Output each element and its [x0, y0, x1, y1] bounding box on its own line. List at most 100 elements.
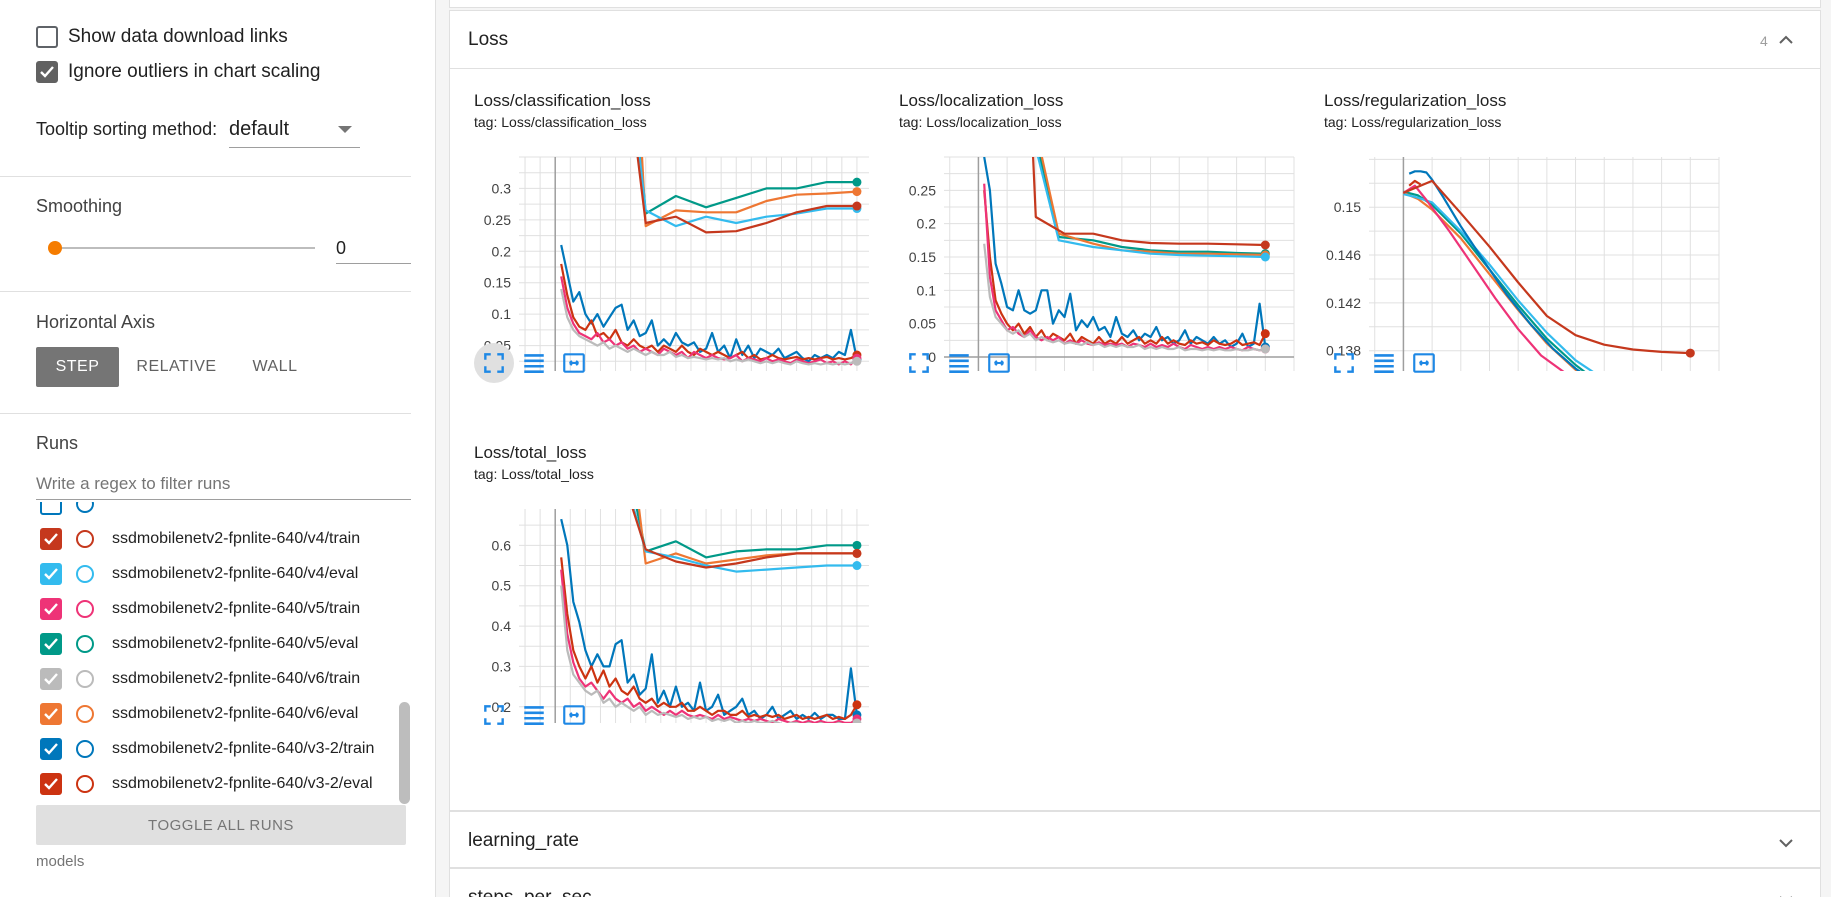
- series-line[interactable]: [619, 473, 857, 569]
- series-end-point[interactable]: [1260, 240, 1270, 250]
- learning-rate-card-title[interactable]: learning_rate: [468, 830, 579, 851]
- series-line[interactable]: [1022, 121, 1266, 259]
- series-end-point[interactable]: [852, 561, 862, 571]
- fullscreen-button[interactable]: [899, 343, 939, 383]
- series-end-point[interactable]: [852, 177, 862, 187]
- fullscreen-button[interactable]: [1324, 343, 1364, 383]
- run-color-circle[interactable]: [76, 502, 94, 513]
- run-color-circle[interactable]: [76, 600, 94, 618]
- run-checkbox[interactable]: [40, 703, 62, 725]
- series-end-point[interactable]: [852, 718, 862, 723]
- series-line[interactable]: [560, 288, 858, 366]
- series-end-point[interactable]: [1260, 344, 1270, 354]
- steps-per-sec-card[interactable]: steps_per_sec: [449, 868, 1821, 897]
- run-checkbox[interactable]: [40, 528, 62, 550]
- log-scale-button[interactable]: [939, 343, 979, 383]
- run-row[interactable]: ssdmobilenetv2-fpnlite-640/v5/eval: [40, 629, 358, 659]
- steps-per-sec-card-title[interactable]: steps_per_sec: [468, 887, 592, 897]
- learning-rate-card[interactable]: learning_rate: [449, 811, 1821, 868]
- smoothing-slider-thumb[interactable]: [48, 241, 62, 255]
- series-line[interactable]: [619, 121, 857, 234]
- run-row[interactable]: ssdmobilenetv2-fpnlite-640/v6/train: [40, 664, 360, 694]
- fit-domain-button[interactable]: [554, 695, 594, 735]
- series-line[interactable]: [622, 121, 857, 228]
- series-line[interactable]: [560, 585, 857, 723]
- series-line[interactable]: [1030, 121, 1266, 247]
- axis-wall-button[interactable]: WALL: [252, 358, 298, 375]
- series-end-point[interactable]: [852, 356, 862, 366]
- series-end-point[interactable]: [852, 540, 862, 550]
- smoothing-slider-track[interactable]: [55, 247, 315, 249]
- series-line[interactable]: [560, 276, 858, 366]
- run-checkbox[interactable]: [40, 668, 62, 690]
- series-end-point[interactable]: [852, 201, 862, 211]
- runs-filter-input[interactable]: Write a regex to filter runs: [36, 470, 411, 500]
- series-line[interactable]: [560, 557, 858, 720]
- series-line[interactable]: [983, 190, 1267, 347]
- series-line[interactable]: [1402, 184, 1610, 371]
- run-checkbox[interactable]: [40, 502, 62, 515]
- loss-card-title[interactable]: Loss: [468, 29, 509, 50]
- series-end-point[interactable]: [1260, 329, 1270, 339]
- series-line[interactable]: [560, 263, 858, 361]
- line-chart[interactable]: 05001k1.5k2k2.5k3k3.5k4k4.5k5k0.20.30.40…: [454, 473, 874, 723]
- run-color-circle[interactable]: [76, 740, 94, 758]
- chevron-down-icon[interactable]: [1779, 836, 1793, 850]
- ignore-outliers-option[interactable]: Ignore outliers in chart scaling: [36, 61, 320, 83]
- smoothing-input[interactable]: 0: [336, 234, 411, 264]
- run-checkbox[interactable]: [40, 598, 62, 620]
- series-line[interactable]: [983, 243, 1266, 352]
- run-row-partial[interactable]: [40, 502, 112, 519]
- axis-step-button[interactable]: STEP: [36, 347, 119, 387]
- series-line[interactable]: [628, 121, 857, 215]
- run-checkbox[interactable]: [40, 738, 62, 760]
- series-line[interactable]: [622, 473, 857, 573]
- axis-relative-button[interactable]: RELATIVE: [136, 358, 217, 375]
- run-row[interactable]: ssdmobilenetv2-fpnlite-640/v5/train: [40, 594, 360, 624]
- series-end-point[interactable]: [852, 187, 862, 197]
- fullscreen-button[interactable]: [474, 343, 514, 383]
- ignore-outliers-checkbox[interactable]: [36, 61, 58, 83]
- chevron-down-icon[interactable]: [1779, 893, 1793, 897]
- series-line[interactable]: [1027, 121, 1266, 257]
- run-row[interactable]: ssdmobilenetv2-fpnlite-640/v4/eval: [40, 559, 358, 589]
- run-row[interactable]: ssdmobilenetv2-fpnlite-640/v3-2/train: [40, 734, 374, 764]
- log-scale-button[interactable]: [514, 695, 554, 735]
- series-end-point[interactable]: [852, 700, 862, 710]
- run-color-circle[interactable]: [76, 635, 94, 653]
- log-scale-button[interactable]: [514, 343, 554, 383]
- line-chart[interactable]: 01k2k3k4k5k00.050.10.150.20.25: [879, 121, 1299, 371]
- run-row[interactable]: ssdmobilenetv2-fpnlite-640/v3-2/eval: [40, 769, 373, 799]
- series-line[interactable]: [1408, 179, 1422, 187]
- run-checkbox[interactable]: [40, 773, 62, 795]
- line-chart[interactable]: 05001k1.5k2k2.5k3k3.5k4k4.5k5k0.050.10.1…: [454, 121, 874, 371]
- runs-scrollbar[interactable]: [399, 702, 410, 804]
- log-scale-button[interactable]: [1364, 343, 1404, 383]
- series-line[interactable]: [560, 244, 858, 363]
- tooltip-sorting-select[interactable]: default: [229, 114, 360, 148]
- series-line[interactable]: [1408, 170, 1621, 371]
- toggle-all-runs-button[interactable]: TOGGLE ALL RUNS: [36, 805, 406, 845]
- series-end-point[interactable]: [852, 548, 862, 558]
- run-color-circle[interactable]: [76, 530, 94, 548]
- series-end-point[interactable]: [1685, 348, 1695, 358]
- fit-domain-button[interactable]: [554, 343, 594, 383]
- run-color-circle[interactable]: [76, 670, 94, 688]
- fit-domain-button[interactable]: [1404, 343, 1444, 383]
- run-color-circle[interactable]: [76, 565, 94, 583]
- series-line[interactable]: [628, 473, 857, 559]
- series-line[interactable]: [1402, 179, 1691, 355]
- series-end-point[interactable]: [1260, 252, 1270, 262]
- run-color-circle[interactable]: [76, 775, 94, 793]
- run-row[interactable]: ssdmobilenetv2-fpnlite-640/v6/eval: [40, 699, 358, 729]
- series-line[interactable]: [1403, 193, 1604, 371]
- run-color-circle[interactable]: [76, 705, 94, 723]
- run-row[interactable]: ssdmobilenetv2-fpnlite-640/v4/train: [40, 524, 360, 554]
- show-download-links-option[interactable]: Show data download links: [36, 26, 288, 48]
- fit-domain-button[interactable]: [979, 343, 1019, 383]
- run-checkbox[interactable]: [40, 563, 62, 585]
- run-checkbox[interactable]: [40, 633, 62, 655]
- chevron-up-icon[interactable]: [1779, 33, 1793, 47]
- series-line[interactable]: [983, 183, 1266, 352]
